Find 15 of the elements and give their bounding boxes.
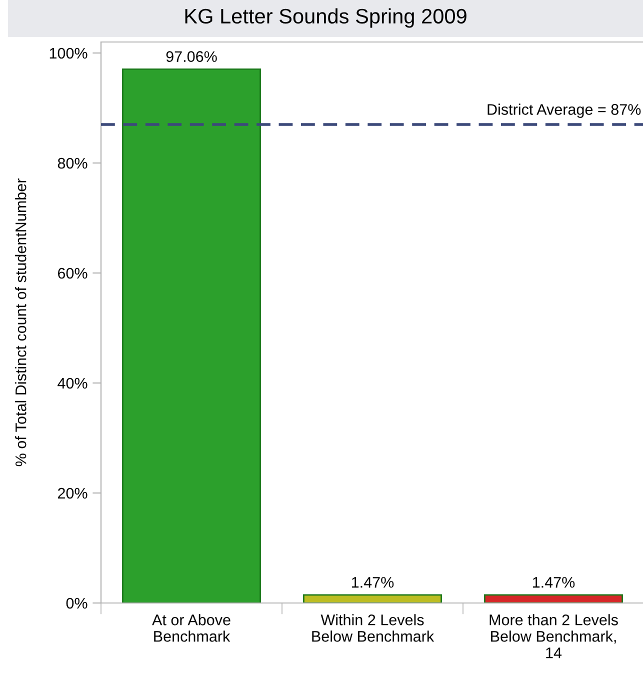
data-label: 97.06% (166, 51, 217, 62)
y-tick-label: 80% (58, 158, 88, 169)
x-tick-label: More than 2 Levels Below Benchmark, 14 (490, 614, 618, 658)
y-tick-label: 0% (66, 598, 88, 609)
y-axis-title: % of Total Distinct count of studentNumber (15, 178, 26, 466)
y-tick-label: 100% (50, 48, 88, 59)
y-tick-label: 40% (58, 378, 88, 389)
data-label: 1.47% (533, 576, 575, 588)
y-tick-label: 60% (58, 268, 88, 279)
chart-title: KG Letter Sounds Spring 2009 (185, 8, 466, 28)
ref-line-label: District Average = 87% (488, 104, 641, 118)
y-tick-label: 20% (58, 488, 88, 499)
data-label: 1.47% (352, 576, 394, 588)
x-tick-label: At or Above Benchmark (152, 614, 230, 642)
x-tick-label: Within 2 Levels Below Benchmark (312, 614, 434, 642)
